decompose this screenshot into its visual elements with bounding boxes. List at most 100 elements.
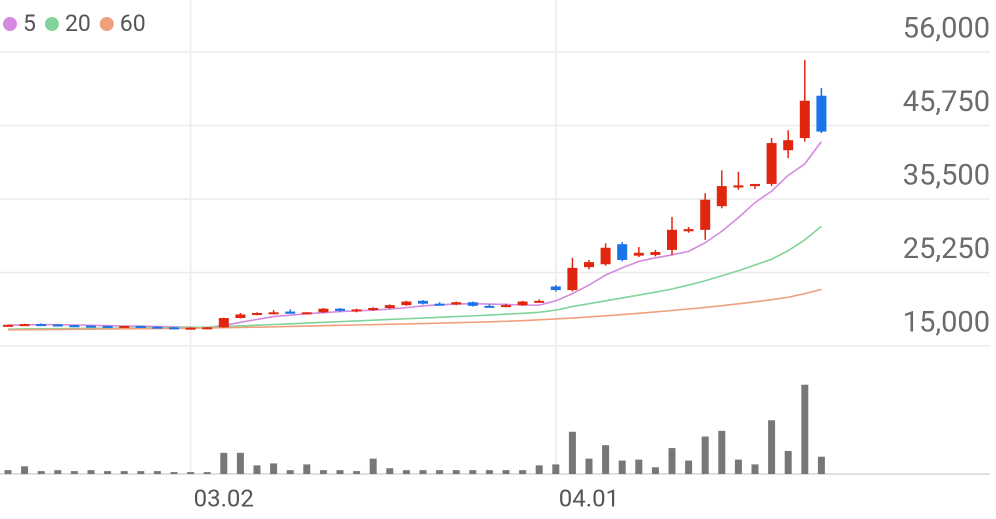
volume-bar <box>353 471 361 474</box>
volume-bar <box>203 472 211 474</box>
candle-body <box>19 324 30 327</box>
volume-bar <box>552 464 560 474</box>
candle-body <box>434 303 445 306</box>
volume-bar <box>303 464 311 474</box>
y-tick-label: 35,500 <box>903 159 990 193</box>
volume-bar <box>286 470 294 474</box>
candle-body <box>534 300 545 303</box>
volume-bar <box>668 448 676 474</box>
volume-bar <box>87 470 95 474</box>
candle-body <box>235 314 246 319</box>
candle-body <box>135 325 146 328</box>
candle-body <box>368 307 379 310</box>
volume-bar <box>4 470 12 474</box>
candle-body <box>335 308 345 311</box>
y-tick-label: 15,000 <box>903 306 990 340</box>
x-tick-label: 03.02 <box>194 484 254 512</box>
volume-bar <box>369 458 377 474</box>
volume-bar <box>519 470 527 474</box>
volume-bar <box>585 458 593 474</box>
candle-body <box>418 300 428 304</box>
candle-body <box>252 313 262 316</box>
x-tick-label: 04.01 <box>559 484 619 512</box>
candle-body <box>401 301 412 306</box>
candle-body <box>318 308 329 313</box>
candle-body <box>550 286 561 291</box>
candle-body <box>733 185 744 188</box>
candle-body <box>633 252 644 256</box>
candle-body <box>600 247 611 265</box>
candle-body <box>102 325 113 328</box>
volume-bar <box>402 470 410 474</box>
candle-body <box>218 318 229 328</box>
ma-line <box>7 288 822 331</box>
volume-bar <box>54 470 62 474</box>
volume-bar <box>618 460 626 474</box>
candle-body <box>451 302 462 305</box>
y-tick-label: 25,250 <box>903 232 990 266</box>
volume-bar <box>817 456 825 474</box>
volume-bar <box>236 452 244 474</box>
volume-bar <box>120 471 128 474</box>
candle-body <box>52 324 63 327</box>
volume-bar <box>319 470 327 474</box>
volume-bar <box>751 464 759 474</box>
volume-bar <box>469 470 477 474</box>
ma-line <box>7 141 823 329</box>
volume-bar <box>170 472 178 474</box>
volume-bar <box>419 470 427 474</box>
volume-bar <box>21 466 29 474</box>
candle-body <box>467 302 478 306</box>
volume-bar <box>386 468 394 474</box>
candle-body <box>69 325 80 328</box>
legend-marker <box>3 17 17 31</box>
candle-body <box>351 309 362 312</box>
volume-bar <box>768 420 776 474</box>
candle-body <box>783 140 794 151</box>
volume-bar <box>485 470 493 474</box>
candle-body <box>384 305 395 308</box>
candle-body <box>268 312 279 315</box>
candle-body <box>3 324 13 327</box>
candle-body <box>650 252 661 255</box>
candle-body <box>202 327 213 330</box>
y-tick-label: 56,000 <box>903 12 990 46</box>
volume-bar <box>37 471 45 474</box>
candle-body <box>617 244 628 260</box>
volume-bar <box>502 470 510 474</box>
legend-label: 60 <box>120 10 146 37</box>
volume-bar <box>270 463 278 474</box>
volume-bar <box>253 465 261 474</box>
volume-bar <box>220 452 228 474</box>
volume-bar <box>70 471 78 474</box>
volume-bar <box>651 467 659 474</box>
candle-body <box>501 305 511 308</box>
volume-bar <box>535 465 543 474</box>
volume-bar <box>436 470 444 474</box>
ma-line <box>7 225 822 330</box>
volume-bar <box>718 430 726 474</box>
legend-label: 5 <box>23 10 36 37</box>
candle-body <box>119 325 130 328</box>
candle-body <box>716 186 727 207</box>
candle-body <box>750 183 760 187</box>
volume-bar <box>104 471 112 474</box>
candle-body <box>700 199 711 230</box>
volume-bar <box>801 384 809 474</box>
volume-bar <box>153 471 161 474</box>
candle-body <box>152 326 163 329</box>
legend-marker <box>99 17 114 31</box>
volume-bar <box>701 436 709 474</box>
volume-bar <box>452 470 460 474</box>
candle-body <box>36 324 47 327</box>
candle-body <box>816 95 827 132</box>
volume-bar <box>685 460 693 474</box>
candle-body <box>86 325 96 328</box>
candle-body <box>766 143 777 184</box>
candle-body <box>567 267 578 291</box>
candle-body <box>667 229 677 250</box>
candle-body <box>799 100 810 139</box>
volume-bar <box>602 445 610 474</box>
volume-bar <box>137 471 145 474</box>
